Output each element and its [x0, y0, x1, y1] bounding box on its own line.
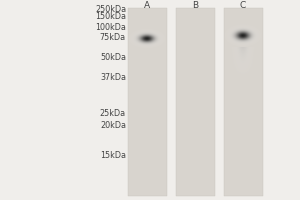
- Text: B: B: [192, 0, 198, 9]
- Text: 150kDa: 150kDa: [95, 12, 126, 21]
- Text: A: A: [144, 0, 150, 9]
- Bar: [176, 8, 214, 196]
- Text: 15kDa: 15kDa: [100, 152, 126, 160]
- Text: 25kDa: 25kDa: [100, 109, 126, 118]
- Text: 100kDa: 100kDa: [95, 23, 126, 32]
- Text: 50kDa: 50kDa: [100, 52, 126, 62]
- Bar: [224, 8, 262, 196]
- Text: 75kDa: 75kDa: [100, 33, 126, 43]
- Text: 37kDa: 37kDa: [100, 73, 126, 82]
- Bar: [128, 8, 167, 196]
- Text: 20kDa: 20kDa: [100, 121, 126, 130]
- Text: C: C: [240, 0, 246, 9]
- Text: 250kDa: 250kDa: [95, 5, 126, 15]
